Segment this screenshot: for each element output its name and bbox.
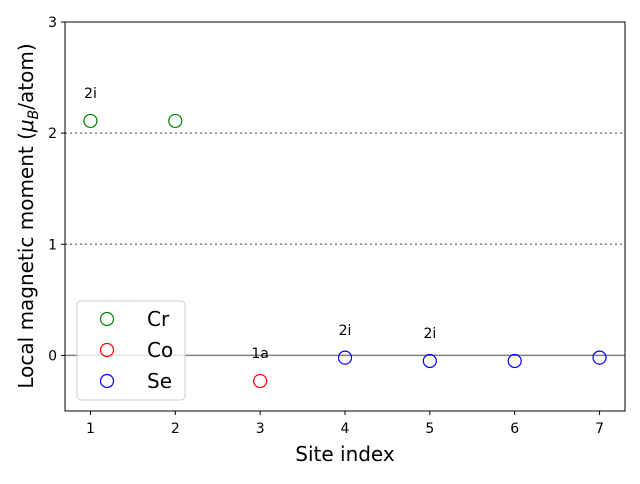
legend-marker [99, 342, 115, 358]
x-axis-label: Site index [295, 442, 395, 466]
y-axis-label: Local magnetic moment (μB/atom) [14, 43, 42, 388]
annotation: 2i [84, 86, 97, 102]
point [507, 353, 522, 369]
annotation: 2i [339, 323, 352, 339]
y-tick-label: 2 [48, 126, 57, 142]
annotation: 2i [423, 326, 436, 342]
legend-label: Co [147, 338, 173, 362]
point [83, 113, 98, 129]
legend-label: Cr [147, 307, 170, 331]
y-tick-label: 3 [48, 15, 57, 31]
x-tick-label: 4 [341, 421, 350, 437]
point [592, 350, 607, 365]
annotation: 1a [251, 346, 269, 362]
x-tick-label: 6 [510, 421, 519, 437]
x-tick-label: 7 [595, 421, 604, 437]
y-label-part: μ [14, 119, 38, 133]
x-tick-label: 3 [256, 421, 265, 437]
plot-frame [64, 21, 626, 412]
x-tick-label: 2 [171, 421, 180, 437]
y-label-part: B [26, 110, 42, 120]
y-label-part: Local magnetic moment ( [14, 132, 38, 389]
legend-label: Se [147, 369, 172, 393]
point [253, 373, 268, 389]
legend-marker [99, 311, 115, 327]
y-label-part: /atom) [14, 43, 38, 109]
y-tick-label: 1 [48, 237, 57, 253]
point [422, 353, 437, 369]
legend-marker [99, 373, 115, 389]
x-tick-label: 5 [425, 421, 434, 437]
point [337, 350, 353, 365]
point [168, 113, 183, 129]
y-tick-label: 0 [48, 348, 57, 364]
x-tick-label: 1 [86, 421, 95, 437]
